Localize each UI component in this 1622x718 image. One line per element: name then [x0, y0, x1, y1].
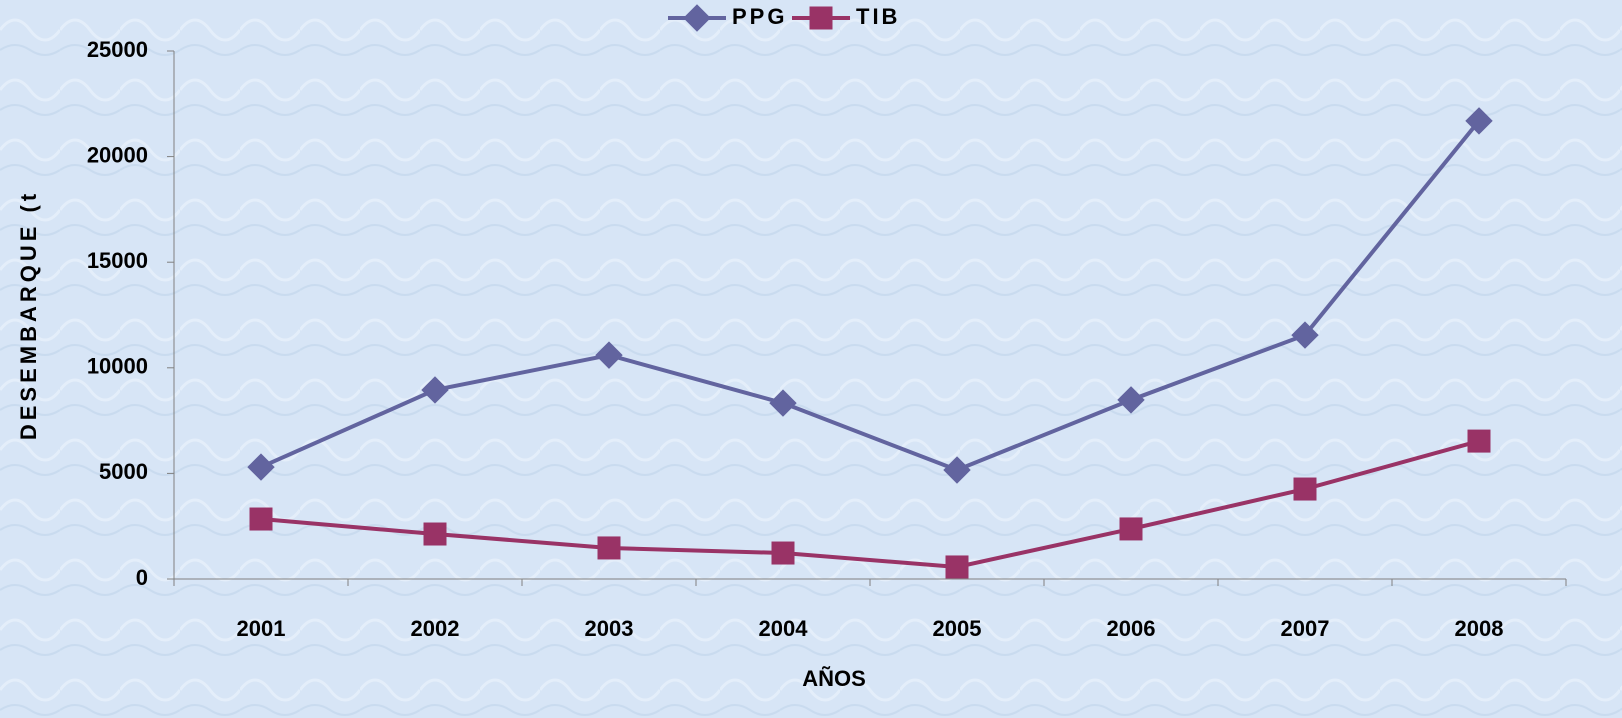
legend-marker — [683, 4, 711, 32]
x-tick-label: 2002 — [411, 616, 460, 641]
data-point — [421, 376, 449, 404]
x-tick-label: 2003 — [585, 616, 634, 641]
x-tick-label: 2001 — [237, 616, 286, 641]
x-axis-title: AÑOS — [802, 666, 866, 691]
y-axis-title: DESEMBARQUE (t — [16, 190, 41, 440]
data-point — [1291, 321, 1319, 349]
data-point — [945, 555, 969, 579]
data-point — [597, 536, 621, 560]
x-tick-label: 2007 — [1281, 616, 1330, 641]
data-point — [1119, 517, 1143, 541]
legend-label: TIB — [856, 4, 900, 29]
data-point — [249, 507, 273, 531]
y-tick-label: 15000 — [87, 248, 148, 273]
legend-marker — [809, 6, 833, 30]
data-point — [423, 522, 447, 546]
x-tick-label: 2004 — [759, 616, 809, 641]
y-tick-label: 20000 — [87, 142, 148, 167]
data-point — [1465, 107, 1493, 135]
data-point — [771, 541, 795, 565]
legend-label: PPG — [732, 4, 787, 29]
data-point — [1293, 477, 1317, 501]
y-tick-label: 25000 — [87, 37, 148, 62]
data-point — [943, 456, 971, 484]
x-tick-label: 2008 — [1455, 616, 1504, 641]
y-tick-label: 5000 — [99, 459, 148, 484]
data-point — [1467, 429, 1491, 453]
x-tick-label: 2005 — [933, 616, 982, 641]
y-tick-label: 10000 — [87, 354, 148, 379]
y-tick-label: 0 — [136, 565, 148, 590]
series-line — [260, 439, 1480, 569]
data-point — [247, 453, 275, 481]
data-point — [595, 341, 623, 369]
data-point — [1117, 386, 1145, 414]
series-line — [260, 119, 1481, 473]
x-tick-label: 2006 — [1107, 616, 1156, 641]
data-point — [769, 389, 797, 417]
